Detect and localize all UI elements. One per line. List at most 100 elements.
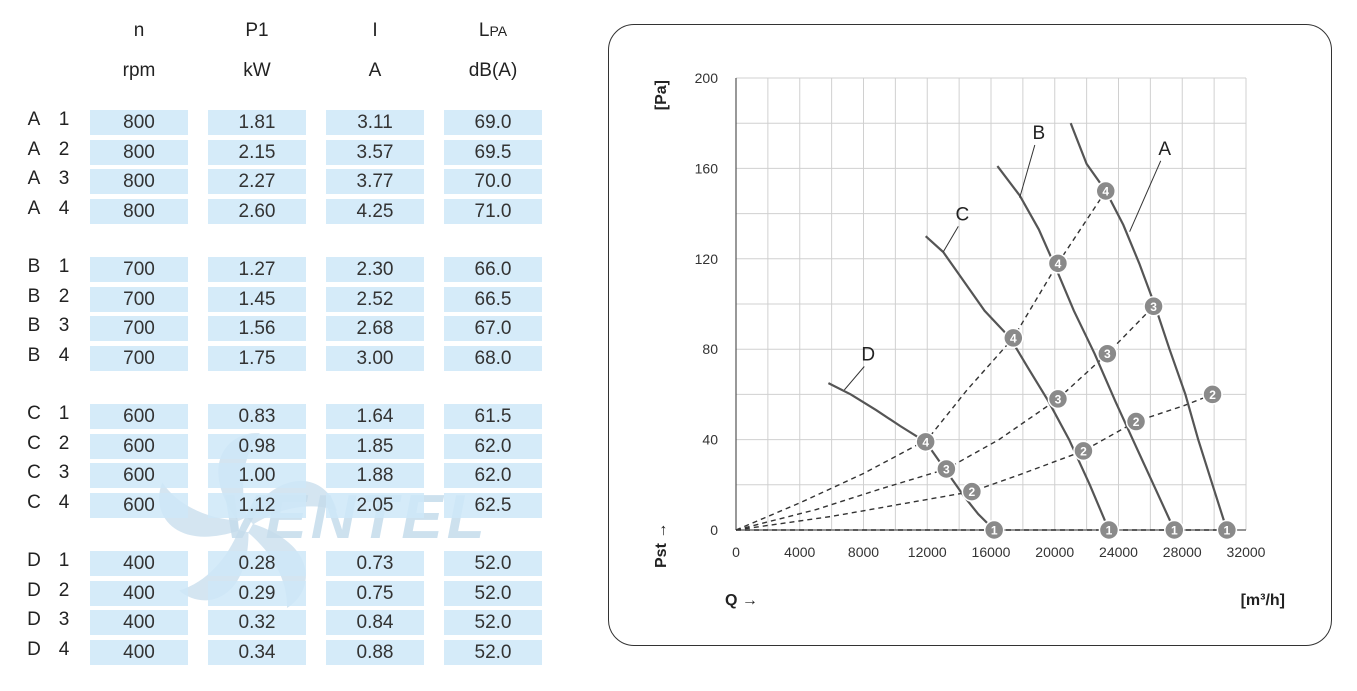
curve-label: B <box>1032 123 1045 144</box>
y-tick-label: 160 <box>695 160 719 176</box>
x-axis-label: Q → <box>725 592 758 609</box>
operating-point-marker <box>983 519 1005 541</box>
table-cell-lpa: 52.0 <box>444 639 542 665</box>
operating-point-marker <box>1047 253 1069 274</box>
table-cell-lpa: 52.0 <box>444 551 542 576</box>
x-tick-label: 32000 <box>1227 544 1266 560</box>
x-tick-label: 24000 <box>1099 544 1138 560</box>
operating-point-marker <box>1098 519 1120 541</box>
table-cell-p1: 0.34 <box>208 639 306 665</box>
table-cell-i: 1.88 <box>326 463 424 488</box>
fan-curve-B <box>996 165 1176 531</box>
operating-point-label: 1 <box>991 524 998 538</box>
y-axis-label: Pst → <box>653 523 670 568</box>
table-cell-n: 700 <box>90 257 188 282</box>
row-index-label: 2 <box>58 138 70 160</box>
row-group-label: C <box>27 491 41 513</box>
operating-point-marker <box>1003 327 1024 349</box>
table-cell-lpa: 70.0 <box>444 169 542 194</box>
table-cell-lpa: 52.0 <box>444 610 542 635</box>
table-cell-p1: 0.98 <box>208 433 306 459</box>
table-cell-i: 0.75 <box>326 580 424 606</box>
row-group-label: C <box>27 432 41 454</box>
chart-panel: 0 4000 8000 12000 16000 20000 24000 28000 32000 0… <box>608 24 1332 646</box>
x-tick-label: 16000 <box>972 544 1011 560</box>
table-cell-p1: 1.56 <box>208 316 306 341</box>
table-cell-p1: 1.81 <box>208 110 306 135</box>
table-cell-i: 2.52 <box>326 286 424 312</box>
table-cell-n: 400 <box>90 551 188 576</box>
column-unit: A <box>368 60 382 81</box>
table-cell-i: 1.85 <box>326 433 424 459</box>
table-cell-lpa: 62.0 <box>444 433 542 459</box>
curve-label-leader <box>1129 160 1162 232</box>
operating-point-label: 3 <box>1104 347 1111 361</box>
fan-curve-C <box>924 235 1110 531</box>
operating-point-label: 4 <box>1010 331 1017 345</box>
column-unit: kW <box>243 60 271 81</box>
table-cell-lpa: 61.5 <box>444 404 542 429</box>
y-axis-unit: [Pa] <box>653 80 670 110</box>
table-cell-i: 3.57 <box>326 139 424 165</box>
column-header-text: I <box>372 20 378 41</box>
table-cell-i: 4.25 <box>326 198 424 224</box>
table-cell-lpa: 66.5 <box>444 286 542 312</box>
operating-point-marker <box>1202 384 1223 405</box>
y-tick-label: 80 <box>702 341 718 357</box>
table-cell-n: 800 <box>90 110 188 135</box>
table-cell-i: 2.68 <box>326 316 424 341</box>
column-header: n <box>90 20 188 42</box>
row-group-label: B <box>27 285 41 307</box>
operating-point-label: 3 <box>1055 392 1062 406</box>
table-cell-n: 700 <box>90 286 188 312</box>
table-cell-lpa: 69.5 <box>444 139 542 165</box>
system-curve-4 <box>735 190 1107 531</box>
operating-point-label: 4 <box>922 435 929 449</box>
table-cell-i: 2.05 <box>326 492 424 518</box>
table-cell-p1: 1.45 <box>208 286 306 312</box>
system-curve-2 <box>735 393 1213 531</box>
operating-point-label: 1 <box>1224 524 1231 538</box>
fan-curve-A <box>1069 122 1228 531</box>
row-group-label: D <box>27 579 41 601</box>
performance-chart: 0 4000 8000 12000 16000 20000 24000 28000 32000 0… <box>653 70 1285 609</box>
table-cell-n: 800 <box>90 198 188 224</box>
row-group-label: C <box>27 403 41 424</box>
table-cell-n: 700 <box>90 345 188 371</box>
row-group-label: A <box>27 168 41 189</box>
operating-point-marker <box>936 458 957 480</box>
x-tick-label: 20000 <box>1035 544 1074 560</box>
table-cell-lpa: 66.0 <box>444 257 542 282</box>
row-index-label: 4 <box>58 638 70 660</box>
table-cell-lpa: 62.0 <box>444 463 542 488</box>
row-group-label: A <box>27 109 41 130</box>
table-cell-p1: 2.15 <box>208 139 306 165</box>
column-header: LPA <box>444 20 542 42</box>
column-header-text: P1 <box>245 20 269 41</box>
table-cell-n: 400 <box>90 580 188 606</box>
table-cell-lpa: 69.0 <box>444 110 542 135</box>
table-cell-lpa: 62.5 <box>444 492 542 518</box>
operating-point-label: 4 <box>1102 185 1109 199</box>
operating-point-label: 2 <box>1080 444 1087 458</box>
operating-point-marker <box>1216 519 1238 541</box>
y-tick-label: 40 <box>702 432 718 448</box>
table-cell-i: 3.77 <box>326 169 424 194</box>
row-index-label: 2 <box>58 579 70 601</box>
table-cell-lpa: 71.0 <box>444 198 542 224</box>
table-cell-n: 400 <box>90 639 188 665</box>
operating-point-marker <box>1164 519 1185 541</box>
curve-label: D <box>861 345 875 366</box>
operating-point-label: 3 <box>1150 300 1157 314</box>
table-cell-n: 400 <box>90 610 188 635</box>
table-cell-p1: 0.32 <box>208 610 306 635</box>
table-cell-p1: 1.12 <box>208 492 306 518</box>
row-group-label: B <box>27 256 41 277</box>
column-unit: dB(A) <box>468 60 518 81</box>
curve-label: C <box>955 204 969 225</box>
operating-point-label: 3 <box>943 462 950 476</box>
row-index-label: 2 <box>58 432 70 454</box>
row-group-label: D <box>27 609 41 630</box>
table-cell-p1: 2.60 <box>208 198 306 224</box>
table-cell-i: 3.11 <box>326 110 424 135</box>
